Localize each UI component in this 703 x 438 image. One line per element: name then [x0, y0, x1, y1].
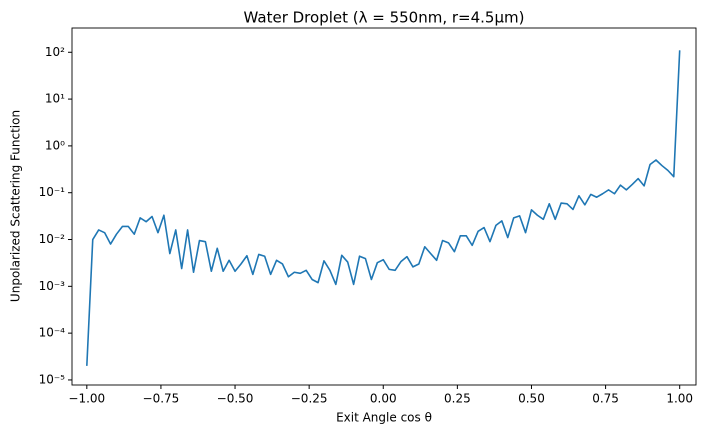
x-tick-label: 0.25 [444, 392, 471, 406]
y-axis-label: Unpolarized Scattering Function [9, 110, 23, 302]
x-tick-label: 1.00 [666, 392, 693, 406]
y-tick-label: 10⁻¹ [39, 185, 66, 199]
y-tick-label: 10⁻⁵ [39, 372, 66, 386]
y-tick-label: 10¹ [45, 92, 65, 106]
x-tick-label: 0.75 [592, 392, 619, 406]
y-tick-label: 10⁰ [45, 138, 65, 152]
x-tick-label: −1.00 [68, 392, 105, 406]
chart-title: Water Droplet (λ = 550nm, r=4.5μm) [244, 9, 525, 27]
x-axis-label: Exit Angle cos θ [336, 411, 432, 425]
x-tick-label: −0.75 [143, 392, 180, 406]
plot-frame [71, 27, 697, 386]
x-tick-label: 0.50 [518, 392, 545, 406]
y-tick-label: 10⁻² [39, 232, 66, 246]
y-tick-label: 10² [45, 45, 65, 59]
x-tick-label: −0.25 [291, 392, 328, 406]
x-tick-label: −0.50 [217, 392, 254, 406]
y-tick-label: 10⁻⁴ [39, 326, 66, 340]
data-line [86, 50, 681, 366]
x-tick-label: 0.00 [370, 392, 397, 406]
y-tick-label: 10⁻³ [39, 279, 66, 293]
